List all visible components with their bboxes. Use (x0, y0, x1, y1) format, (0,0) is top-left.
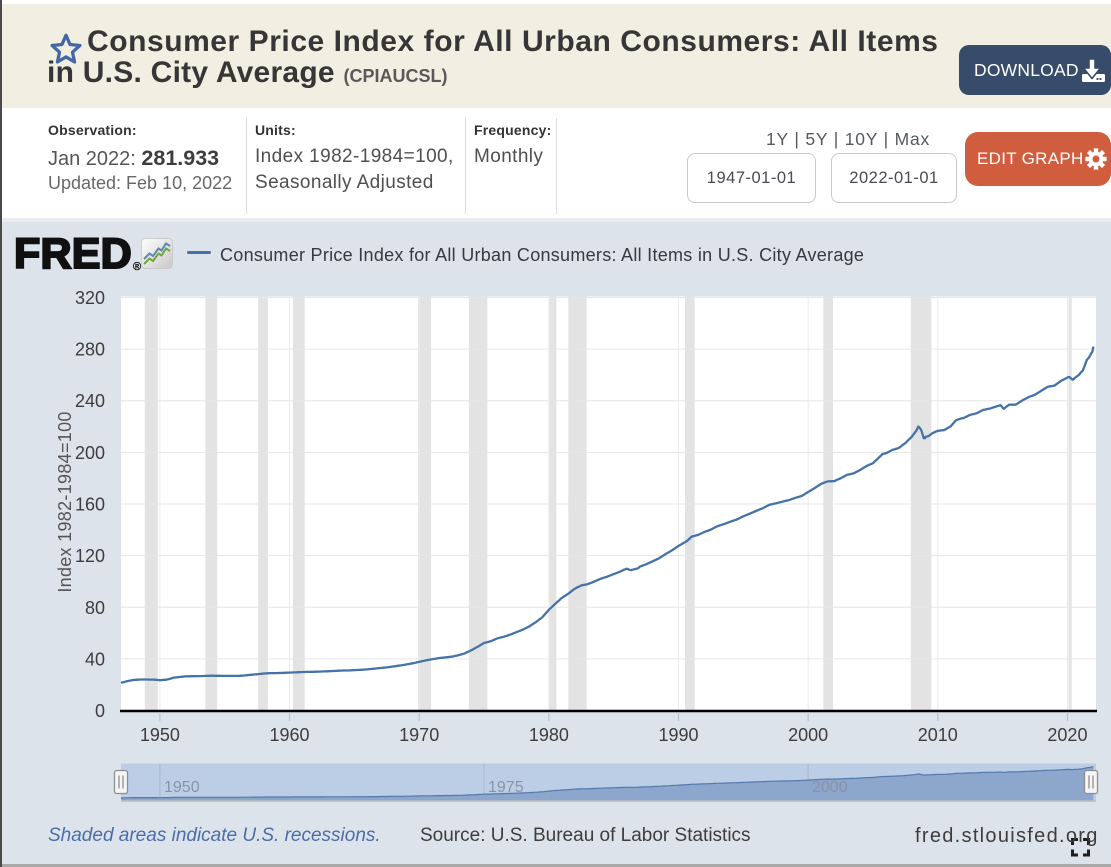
svg-text:1950: 1950 (164, 779, 200, 796)
svg-text:1960: 1960 (270, 725, 310, 745)
svg-text:80: 80 (85, 598, 105, 618)
svg-text:2010: 2010 (918, 725, 958, 745)
svg-text:1970: 1970 (399, 725, 439, 745)
svg-text:1990: 1990 (658, 725, 698, 745)
svg-text:240: 240 (75, 391, 105, 411)
svg-text:Index 1982-1984=100: Index 1982-1984=100 (55, 411, 75, 592)
svg-text:2000: 2000 (812, 779, 848, 796)
svg-text:200: 200 (75, 443, 105, 463)
svg-text:40: 40 (85, 649, 105, 669)
svg-text:2000: 2000 (788, 725, 828, 745)
svg-text:2020: 2020 (1047, 725, 1087, 745)
svg-text:1980: 1980 (529, 725, 569, 745)
svg-text:320: 320 (75, 288, 105, 308)
svg-text:1975: 1975 (488, 779, 524, 796)
svg-text:0: 0 (95, 701, 105, 721)
svg-text:120: 120 (75, 546, 105, 566)
svg-text:160: 160 (75, 495, 105, 515)
svg-text:280: 280 (75, 340, 105, 360)
svg-text:1950: 1950 (140, 725, 180, 745)
